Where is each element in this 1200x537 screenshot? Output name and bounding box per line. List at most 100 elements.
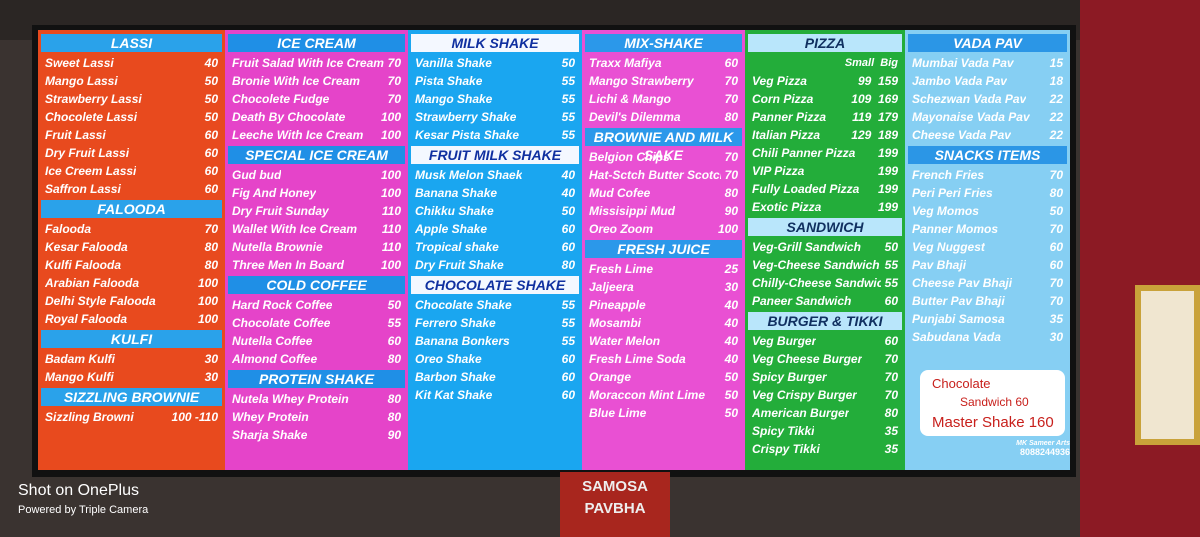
item-name: Cheese Vada Pav: [912, 128, 1011, 142]
item-price: 55: [561, 74, 575, 88]
item-name: Fig And Honey: [232, 186, 317, 200]
item-price: 80: [387, 410, 401, 424]
menu-item: Sizzling Browni 100 -110: [41, 408, 222, 426]
item-price: 50: [1049, 204, 1063, 218]
menu-column: MILK SHAKE Vanilla Shake 50 Pista Shake 55 Ma…: [408, 30, 582, 470]
item-name: Fruit Salad With Ice Cream: [232, 56, 384, 70]
wall-right: [1080, 0, 1200, 537]
item-price: 60: [561, 352, 575, 366]
item-name: Spicy Tikki: [752, 424, 815, 438]
item-name: Arabian Falooda: [45, 276, 140, 290]
item-price: 55: [561, 334, 575, 348]
item-name: Chili Panner Pizza: [752, 146, 856, 160]
item-price: 60: [204, 182, 218, 196]
item-name: Fully Loaded Pizza: [752, 182, 860, 196]
menu-item: Veg Momos 50: [908, 202, 1067, 220]
item-name: Pista Shake: [415, 74, 483, 88]
item-name: Chocolete Lassi: [45, 110, 138, 124]
menu-item: Death By Chocolate 100: [228, 108, 405, 126]
menu-item: Vanilla Shake 50: [411, 54, 579, 72]
item-name: Moraccon Mint Lime: [589, 388, 706, 402]
item-price: 60: [724, 56, 738, 70]
item-name: Dry Fruit Sunday: [232, 204, 329, 218]
item-price: 70: [387, 92, 401, 106]
item-name: Veg Nuggest: [912, 240, 985, 254]
menu-item: Oreo Zoom 100: [585, 220, 742, 238]
item-price: 50: [724, 406, 738, 420]
item-name: Tropical shake: [415, 240, 499, 254]
item-name: Pav Bhaji: [912, 258, 967, 272]
menu-column: LASSI Sweet Lassi 40 Mango Lassi 50 Strawberr…: [38, 30, 225, 470]
menu-item: Whey Protein 80: [228, 408, 405, 426]
menu-item: Kit Kat Shake 60: [411, 386, 579, 404]
item-price: 40: [561, 186, 575, 200]
item-name: Mayonaise Vada Pav: [912, 110, 1030, 124]
item-name: Chikku Shake: [415, 204, 494, 218]
item-name: Mango Shake: [415, 92, 493, 106]
menu-item: Belgion Chips 70: [585, 148, 742, 166]
item-name: Corn Pizza: [752, 92, 814, 106]
menu-item: Pista Shake 55: [411, 72, 579, 90]
menu-item: Veg Nuggest 60: [908, 238, 1067, 256]
frame-right: [1135, 285, 1200, 445]
menu-item: Peri Peri Fries 80: [908, 184, 1067, 202]
menu-item: Wallet With Ice Cream 110: [228, 220, 405, 238]
item-name: Fresh Lime Soda: [589, 352, 686, 366]
menu-item: Cheese Pav Bhaji 70: [908, 274, 1067, 292]
item-name: Chocolate Coffee: [232, 316, 331, 330]
item-price: 70: [204, 222, 218, 236]
item-name: Veg Burger: [752, 334, 817, 348]
menu-item: Sabudana Vada 30: [908, 328, 1067, 346]
item-price: 15: [1049, 56, 1063, 70]
item-name: Veg-Cheese Sandwich: [752, 258, 880, 272]
item-price: 60: [884, 334, 898, 348]
menu-item: Fresh Lime 25: [585, 260, 742, 278]
item-name: Mosambi: [589, 316, 642, 330]
menu-item: Barbon Shake 60: [411, 368, 579, 386]
menu-item: Jambo Vada Pav 18: [908, 72, 1067, 90]
item-price: 50: [561, 56, 575, 70]
item-name: Traxx Mafiya: [589, 56, 662, 70]
item-name: Panner Momos: [912, 222, 999, 236]
promo-box: Chocolate Sandwich 60 Master Shake 160: [920, 370, 1065, 436]
item-name: Barbon Shake: [415, 370, 496, 384]
menu-item: Mango Lassi 50: [41, 72, 222, 90]
section-title: MILK SHAKE: [411, 34, 579, 52]
item-price: 60: [561, 240, 575, 254]
item-price: 55: [561, 128, 575, 142]
menu-item: Lichi & Mango 70: [585, 90, 742, 108]
menu-item: Tropical shake 60: [411, 238, 579, 256]
item-price: 70: [884, 388, 898, 402]
item-name: Devil's Dilemma: [589, 110, 681, 124]
menu-item: Exotic Pizza 199: [748, 198, 902, 216]
price-header: Small Big: [844, 57, 898, 69]
item-name: Banana Shake: [415, 186, 498, 200]
item-price: 55: [561, 92, 575, 106]
menu-item: Kesar Falooda 80: [41, 238, 222, 256]
item-price: 70: [1049, 222, 1063, 236]
item-name: Butter Pav Bhaji: [912, 294, 1005, 308]
item-price: 50: [724, 370, 738, 384]
item-price: 40: [724, 298, 738, 312]
item-price: 35: [1049, 312, 1063, 326]
menu-item: Chocolete Fudge 70: [228, 90, 405, 108]
menu-item: Veg-Cheese Sandwich 55: [748, 256, 902, 274]
menu-item: Dry Fruit Lassi 60: [41, 144, 222, 162]
menu-item: Panner Pizza 119 179: [748, 108, 902, 126]
item-price: 100: [380, 168, 401, 182]
menu-column: MIX-SHAKE Traxx Mafiya 60 Mango Strawberry 7…: [582, 30, 745, 470]
item-name: Hat-Sctch Butter Scotch: [589, 168, 721, 182]
section-title: BROWNIE AND MILK SAKE: [585, 128, 742, 163]
item-name: Fresh Lime: [589, 262, 654, 276]
item-price: 60: [1049, 258, 1063, 272]
item-name: Lichi & Mango: [589, 92, 671, 106]
section-title: SANDWICH: [748, 218, 902, 236]
menu-item: Hat-Sctch Butter Scotch 70: [585, 166, 742, 184]
menu-item: Cheese Vada Pav 22: [908, 126, 1067, 144]
item-name: Ice Creem Lassi: [45, 164, 137, 178]
credit-phone: 8088244936: [1019, 447, 1070, 457]
menu-item: Traxx Mafiya 60: [585, 54, 742, 72]
item-price: 100: [380, 186, 401, 200]
section-title: LASSI: [41, 34, 222, 52]
